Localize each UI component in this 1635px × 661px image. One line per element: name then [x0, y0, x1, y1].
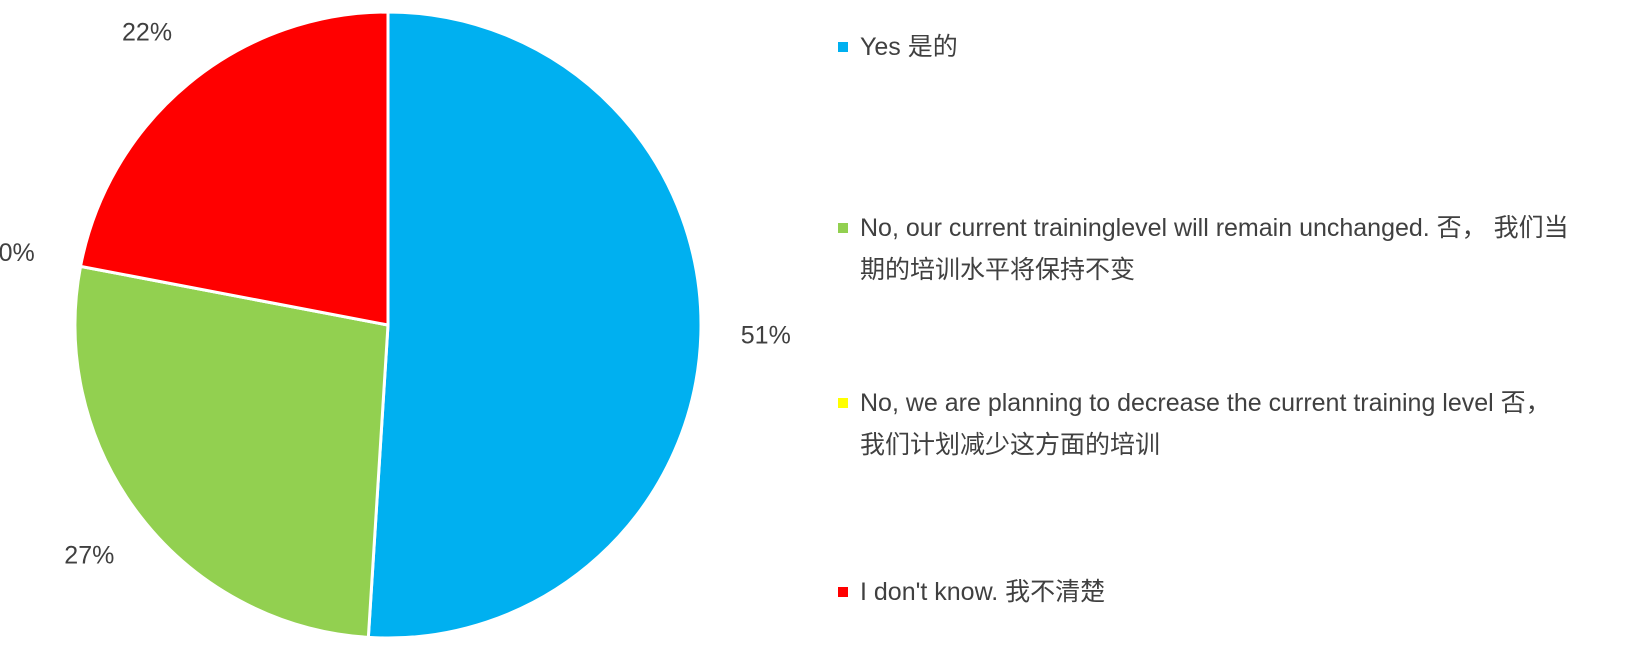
pie-slice	[366, 10, 703, 640]
data-label: 0%	[0, 239, 35, 267]
data-label: 27%	[64, 541, 114, 569]
legend-swatch	[838, 42, 848, 52]
legend-label: No, our current traininglevel will remai…	[860, 214, 1569, 284]
legend-swatch	[838, 398, 848, 408]
legend-item: No, we are planning to decrease the curr…	[838, 382, 1575, 466]
pie-slice	[78, 10, 390, 327]
legend-label: No, we are planning to decrease the curr…	[860, 389, 1551, 459]
legend-swatch	[838, 587, 848, 597]
legend-swatch	[838, 223, 848, 233]
legend-label: I don't know. 我不清楚	[860, 578, 1106, 606]
pie-area: 51% 27% 0% 22%	[0, 10, 791, 640]
legend-item: No, our current traininglevel will remai…	[838, 207, 1575, 291]
data-label: 51%	[741, 321, 791, 349]
pie-slice	[73, 264, 390, 639]
legend-item: Yes 是的	[838, 26, 1575, 68]
legend-item: I don't know. 我不清楚	[838, 571, 1575, 613]
data-label: 22%	[122, 18, 172, 46]
legend-label: Yes 是的	[860, 33, 958, 61]
